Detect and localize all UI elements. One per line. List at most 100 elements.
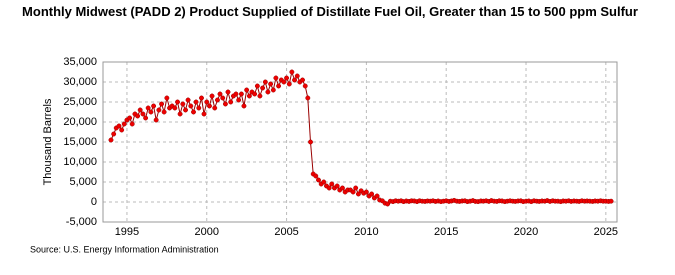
y-tick-label: 10,000 — [63, 156, 97, 168]
data-point — [316, 177, 321, 183]
data-point — [140, 111, 146, 117]
data-point — [193, 99, 199, 105]
data-point — [294, 73, 300, 79]
data-point — [196, 105, 202, 111]
data-point — [270, 87, 276, 93]
data-point — [111, 131, 117, 137]
source: Source: U.S. Energy Information Administ… — [30, 244, 219, 254]
data-point — [153, 117, 159, 123]
data-point — [313, 173, 319, 179]
y-tick-label: 20,000 — [63, 116, 97, 128]
data-point — [119, 127, 125, 133]
data-point — [281, 79, 287, 85]
data-point — [180, 101, 186, 107]
data-point — [145, 105, 151, 111]
x-tick-label: 2000 — [195, 226, 219, 238]
data-point — [339, 185, 345, 191]
y-tick-label: 5,000 — [69, 176, 97, 188]
data-point — [246, 93, 252, 99]
data-point — [222, 101, 228, 107]
data-point — [273, 75, 279, 81]
data-point — [608, 198, 614, 204]
y-tick-label: -5,000 — [66, 216, 97, 228]
data-point — [254, 83, 260, 89]
data-point — [305, 95, 311, 101]
data-point — [260, 85, 266, 91]
data-point — [204, 99, 210, 105]
data-point — [233, 91, 239, 97]
data-point — [199, 95, 204, 101]
data-point — [353, 185, 359, 191]
data-point — [121, 121, 127, 127]
x-tick-label: 2020 — [514, 226, 538, 238]
data-point — [300, 77, 305, 83]
data-point — [127, 115, 133, 121]
plot-frame — [102, 61, 618, 223]
data-point — [207, 103, 212, 109]
y-axis-label: Thousand Barrels — [42, 98, 54, 185]
data-point — [188, 103, 194, 109]
data-point — [284, 75, 290, 81]
data-point — [172, 105, 178, 111]
data-point — [363, 189, 369, 195]
data-point — [215, 97, 220, 103]
data-point — [276, 83, 282, 89]
data-point — [374, 193, 380, 199]
y-tick-label: 0 — [91, 196, 97, 208]
data-point — [175, 99, 180, 105]
y-tick-label: 15,000 — [63, 136, 97, 148]
data-point — [244, 87, 250, 93]
data-point — [108, 137, 114, 143]
data-point — [268, 81, 274, 87]
data-point — [286, 81, 292, 87]
data-point — [252, 91, 258, 97]
data-point — [212, 105, 218, 111]
data-point — [217, 91, 223, 97]
y-tick-label: 25,000 — [63, 96, 97, 108]
data-point — [355, 191, 361, 197]
x-tick-label: 2010 — [354, 226, 378, 238]
data-line — [110, 70, 612, 205]
data-point — [308, 139, 313, 145]
x-tick-label: 2015 — [434, 226, 458, 238]
y-tick-label: 35,000 — [63, 56, 97, 68]
data-point — [220, 95, 226, 101]
data-point — [156, 107, 162, 113]
x-tick-label: 2005 — [274, 226, 298, 238]
data-point — [209, 93, 215, 99]
data-point — [262, 79, 268, 85]
data-point — [148, 109, 154, 115]
data-point — [241, 103, 247, 109]
data-point — [225, 89, 231, 95]
chart-title: Monthly Midwest (PADD 2) Product Supplie… — [22, 4, 638, 19]
data-point — [164, 95, 170, 101]
data-point — [143, 115, 149, 121]
data-point — [302, 83, 308, 89]
data-point — [151, 103, 157, 109]
data-point — [159, 101, 165, 107]
x-tick-label: 1995 — [115, 226, 139, 238]
data-point — [236, 97, 242, 103]
data-point — [135, 113, 141, 119]
x-tick-label: 2025 — [594, 226, 618, 238]
y-tick-label: 30,000 — [63, 76, 97, 88]
data-point — [350, 189, 356, 195]
data-point — [137, 107, 143, 113]
data-point — [228, 99, 234, 105]
data-point — [185, 97, 191, 103]
data-point — [326, 185, 332, 191]
data-point — [183, 107, 188, 113]
data-point — [177, 111, 183, 117]
data-point — [238, 91, 244, 97]
data-point — [257, 93, 263, 99]
data-point — [116, 123, 122, 129]
data-point — [289, 69, 295, 75]
data-point — [292, 77, 298, 83]
data-point — [265, 89, 271, 95]
data-point — [321, 179, 327, 185]
data-point — [161, 109, 167, 115]
data-point — [329, 181, 335, 187]
data-point — [191, 109, 196, 115]
